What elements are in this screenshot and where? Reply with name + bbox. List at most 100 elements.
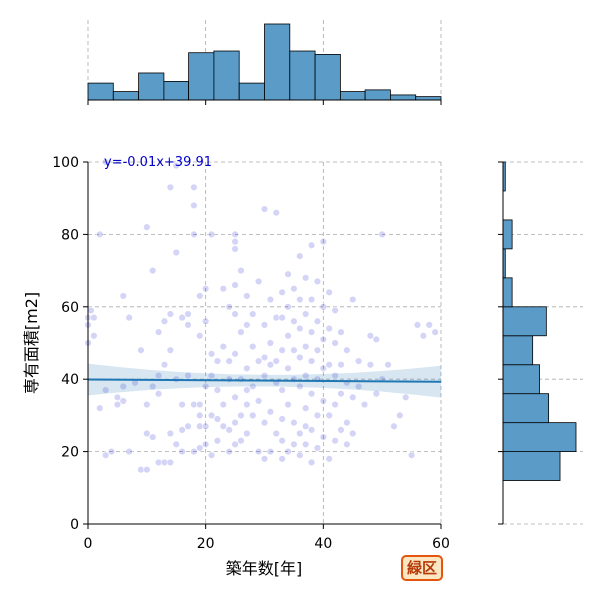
scatter-point: [325, 455, 333, 463]
scatter-point: [160, 317, 169, 325]
scatter-point: [207, 230, 216, 239]
scatter-point: [337, 361, 345, 369]
scatter-point: [319, 335, 328, 344]
scatter-point: [90, 313, 98, 322]
scatter-point: [166, 346, 175, 354]
scatter-point: [119, 292, 128, 300]
scatter-point: [337, 328, 345, 336]
scatter-point: [278, 346, 286, 354]
scatter-point: [178, 447, 186, 456]
scatter-point: [378, 230, 386, 239]
scatter-point: [196, 332, 204, 340]
scatter-point: [296, 252, 304, 260]
scatter-point: [296, 324, 304, 333]
scatter-point: [272, 208, 280, 217]
scatter-point: [231, 440, 239, 449]
scatter-point: [331, 339, 339, 347]
scatter-point: [125, 447, 133, 456]
scatter-point: [196, 444, 204, 452]
scatter-point: [284, 364, 292, 373]
scatter-point: [207, 411, 216, 420]
scatter-point: [260, 205, 269, 213]
scatter-point: [213, 437, 222, 445]
y-hist-bar: [502, 422, 577, 453]
scatter-point: [201, 440, 210, 449]
scatter-point: [154, 458, 163, 467]
scatter-point: [307, 389, 316, 398]
scatter-point: [143, 400, 151, 409]
scatter-point: [201, 285, 210, 293]
scatter-point: [213, 415, 222, 423]
scatter-point: [201, 422, 210, 430]
scatter-point: [137, 466, 145, 474]
scatter-point: [372, 335, 380, 344]
scatter-point: [119, 382, 128, 391]
scatter-point: [331, 371, 339, 380]
y-tick-label: 100: [52, 155, 79, 171]
x-hist-bar: [314, 54, 341, 101]
scatter-point: [354, 382, 363, 391]
scatter-point: [249, 310, 257, 318]
scatter-point: [325, 324, 333, 333]
scatter-point: [166, 429, 175, 438]
scatter-point: [272, 357, 280, 365]
scatter-point: [225, 303, 233, 311]
scatter-point: [190, 201, 198, 210]
scatter-point: [278, 437, 286, 445]
scatter-point: [384, 361, 392, 369]
x-axis-title: 築年数[年]: [226, 559, 303, 578]
scatter-point: [260, 418, 269, 427]
scatter-point: [307, 241, 316, 249]
scatter-point: [166, 458, 175, 467]
scatter-point: [207, 350, 216, 358]
scatter-point: [313, 317, 322, 325]
y-tick-label: 0: [70, 517, 79, 533]
scatter-point: [354, 357, 363, 365]
scatter-point: [337, 389, 345, 398]
scatter-point: [196, 411, 204, 420]
scatter-point: [331, 306, 339, 315]
scatter-point: [166, 183, 175, 192]
scatter-point: [225, 447, 233, 456]
scatter-point: [319, 303, 328, 311]
y-marginal-histogram: [498, 161, 583, 525]
scatter-point: [249, 342, 257, 351]
scatter-point: [137, 346, 145, 354]
scatter-point: [243, 364, 251, 373]
scatter-point: [284, 447, 292, 456]
scatter-point: [231, 350, 239, 358]
scatter-point: [366, 332, 375, 340]
scatter-point: [325, 361, 333, 369]
scatter-point: [319, 397, 328, 405]
scatter-point: [260, 371, 269, 380]
y-tick-label: 80: [61, 227, 79, 243]
scatter-point: [243, 292, 251, 300]
scatter-point: [402, 393, 410, 401]
scatter-point: [237, 437, 245, 445]
scatter-point: [160, 458, 169, 467]
scatter-point: [349, 295, 357, 304]
scatter-point: [207, 451, 216, 459]
scatter-point: [413, 321, 422, 329]
x-hist-bar: [163, 81, 190, 101]
scatter-point: [196, 400, 204, 409]
scatter-point: [360, 400, 369, 409]
scatter-point: [190, 447, 198, 456]
y-hist-bar: [502, 219, 513, 250]
x-tick-label: 40: [314, 536, 332, 552]
scatter-point: [113, 400, 122, 409]
x-hist-bar: [188, 52, 215, 101]
scatter-point: [337, 426, 345, 434]
scatter-point: [243, 386, 251, 394]
scatter-point: [190, 183, 198, 192]
x-hist-bar: [289, 50, 316, 101]
y-hist-bar: [502, 335, 534, 366]
y-tick-label: 40: [61, 372, 79, 388]
x-hist-bar: [112, 91, 139, 101]
scatter-point: [184, 310, 192, 318]
scatter-point: [237, 411, 245, 420]
regression-line: [87, 378, 442, 383]
x-hist-bar: [364, 89, 391, 101]
scatter-point: [278, 386, 286, 394]
